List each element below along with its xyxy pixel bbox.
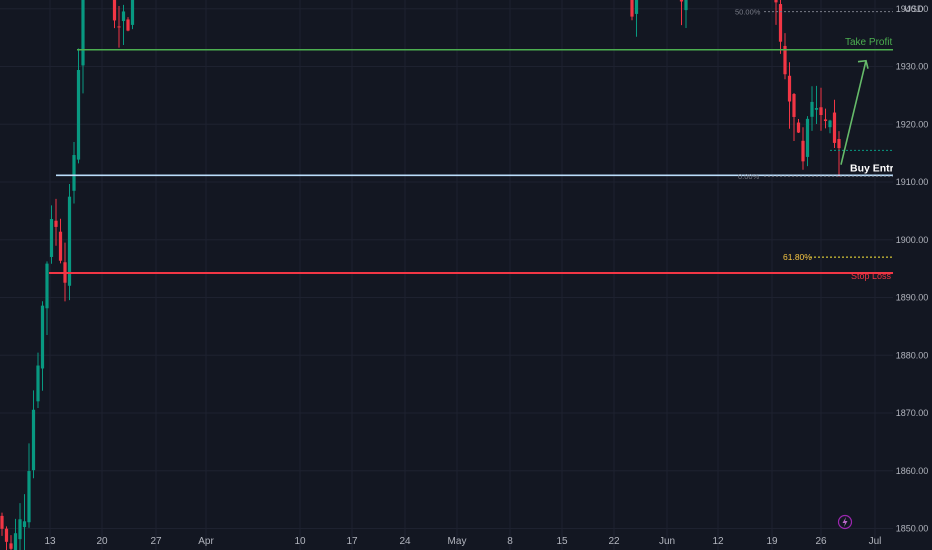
stop-loss-label: Stop Loss	[851, 271, 892, 281]
x-tick-label: 27	[150, 536, 162, 547]
currency-label: USD	[904, 4, 924, 14]
x-tick-label: Apr	[198, 536, 214, 547]
fib-label: 61.80%	[783, 252, 812, 262]
candle-body	[801, 140, 805, 162]
candle-body	[36, 365, 40, 402]
grid	[0, 0, 893, 550]
x-tick-label: 17	[346, 536, 358, 547]
candle-body	[828, 120, 832, 128]
candle-body	[76, 70, 81, 160]
target-arrow	[840, 60, 867, 165]
candle-body	[9, 543, 13, 549]
candle-body	[18, 519, 22, 540]
candle-body	[787, 75, 792, 102]
y-tick-label: 1870.00	[896, 408, 929, 418]
candle-body	[72, 155, 76, 191]
candle-body	[112, 0, 117, 21]
candle-body	[58, 231, 63, 261]
y-tick-label: 1860.00	[896, 466, 929, 476]
candle-body	[126, 19, 130, 31]
x-tick-label: 24	[399, 536, 411, 547]
buy-entry-label: Buy Entry	[850, 162, 900, 174]
x-tick-label: 20	[96, 536, 108, 547]
arrow-head-icon	[857, 59, 869, 69]
x-tick-label: 26	[815, 536, 827, 547]
candle-body	[774, 0, 778, 3]
y-tick-label: 1910.00	[896, 177, 929, 187]
take-profit-label: Take Profit	[845, 37, 892, 48]
lightning-icon[interactable]	[837, 514, 853, 530]
candle-body	[679, 0, 684, 2]
candle-body	[4, 528, 9, 542]
x-tick-label: 15	[556, 536, 568, 547]
x-tick-label: Jul	[869, 536, 882, 547]
price-axis-bg	[893, 0, 932, 550]
time-axis[interactable]: 13 20 27 Apr 10 17 24 May 8 15 22 Jun 12 19 26 Jul	[44, 536, 881, 547]
candle-body	[121, 11, 126, 22]
candle-body	[814, 108, 819, 110]
candle-body	[67, 196, 72, 286]
candle-body	[684, 0, 688, 11]
fib-label: 0.00%	[738, 172, 760, 181]
candle-body	[634, 0, 639, 14]
y-tick-label: 1920.00	[896, 119, 929, 129]
x-tick-label: 8	[507, 536, 513, 547]
x-tick-label: Jun	[659, 536, 675, 547]
candle-body	[81, 0, 85, 66]
y-tick-label: 1890.00	[896, 293, 929, 303]
fib-label: 50.00%	[735, 8, 761, 17]
candle-body	[630, 0, 634, 17]
candle-body	[40, 305, 45, 369]
candle-body	[792, 94, 796, 117]
x-tick-label: 12	[712, 536, 724, 547]
y-tick-label: 1880.00	[896, 350, 929, 360]
y-tick-label: 1900.00	[896, 235, 929, 245]
y-tick-label: 1940.00	[896, 4, 929, 14]
candle-body	[783, 45, 787, 75]
candle-body	[796, 122, 801, 133]
candle-body	[45, 263, 49, 309]
candle-body	[0, 515, 4, 529]
x-tick-label: 22	[608, 536, 620, 547]
price-axis[interactable]: 1850.00 1860.00 1870.00 1880.00 1890.00 1900.…	[893, 0, 932, 550]
x-tick-label: May	[448, 536, 467, 547]
candle-body	[823, 119, 828, 121]
candle-body	[837, 139, 841, 149]
y-tick-label: 1850.00	[896, 524, 929, 534]
candle-body	[22, 521, 27, 528]
candle-body	[27, 471, 31, 523]
candle-body	[117, 26, 121, 28]
x-tick-label: 10	[294, 536, 306, 547]
candle-body	[778, 4, 783, 42]
y-tick-label: 1930.00	[896, 62, 929, 72]
x-tick-label: 13	[44, 536, 56, 547]
candles	[0, 0, 841, 550]
candle-body	[819, 107, 823, 116]
candle-body	[805, 118, 810, 157]
candle-body	[31, 409, 36, 471]
candle-body	[130, 0, 135, 25]
annotations: Take Profit Buy Entry Stop Loss	[837, 37, 900, 530]
candle-body	[13, 533, 18, 550]
candle-body	[54, 220, 58, 227]
candle-body	[832, 112, 837, 143]
candle-body	[810, 101, 814, 117]
fibonacci-levels: 100.00%50.00%0.00%61.80%	[735, 8, 893, 262]
x-tick-label: 19	[766, 536, 778, 547]
candle-body	[49, 219, 54, 257]
